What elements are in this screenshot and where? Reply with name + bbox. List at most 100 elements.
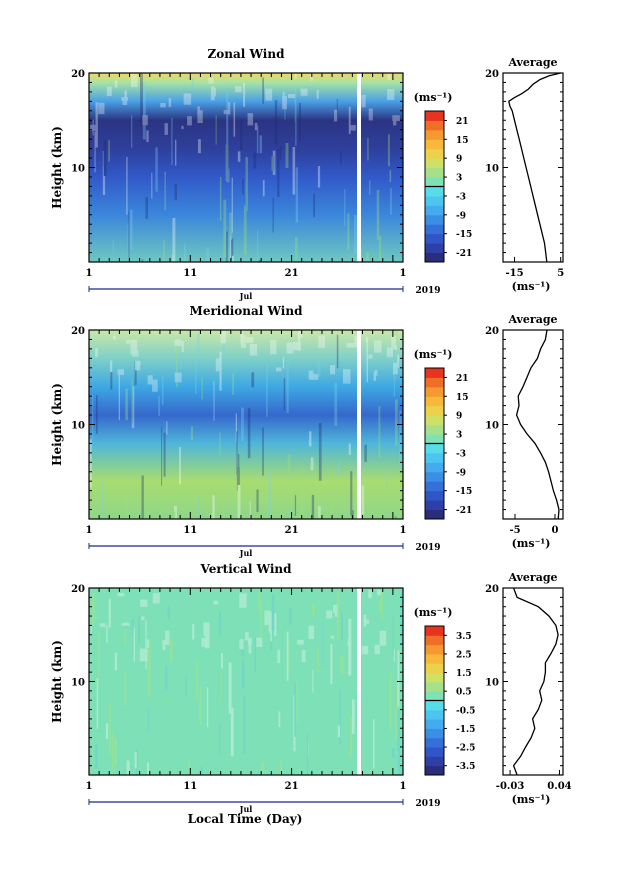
colorbar-segment: [425, 443, 444, 454]
colorbar-tick-label: 0.5: [456, 688, 472, 698]
average-frame: [502, 587, 564, 776]
average-y-tick-label: 20: [485, 584, 499, 595]
average-y-tick-label: 10: [485, 678, 499, 689]
colorbar-segment: [425, 396, 444, 407]
colorbar-segment: [425, 377, 444, 388]
colorbar-tick-label: 3.5: [456, 632, 472, 642]
colorbar-tick-label: 3: [456, 431, 462, 441]
x-tick-label: 1: [86, 268, 93, 279]
colorbar-tick-label: -9: [456, 468, 466, 478]
year-label: 2019: [415, 543, 440, 553]
x-tick-label: 1: [400, 525, 407, 536]
colorbar-segment: [425, 224, 444, 235]
average-profile: Average 10 20 -0.03 0.04(ms⁻¹): [485, 571, 572, 806]
data-gap: [357, 73, 361, 262]
colorbar-segment: [425, 415, 444, 426]
colorbar-tick-label: 15: [456, 136, 469, 146]
colorbar-tick-label: -2.5: [456, 744, 475, 754]
data-gap: [357, 588, 361, 775]
heatmap-field: [89, 73, 403, 262]
average-title: Average: [507, 56, 557, 69]
colorbar-segment: [425, 233, 444, 244]
average-y-tick-label: 10: [485, 421, 499, 432]
colorbar-segment: [425, 129, 444, 140]
colorbar-segment: [425, 728, 444, 739]
average-frame: [502, 72, 564, 263]
y-tick-label: 20: [71, 69, 85, 80]
colorbar: 21 15 9 3 -3 -9 -15 -21 (ms⁻¹): [414, 348, 472, 520]
colorbar-segment: [425, 663, 444, 674]
colorbar-tick-label: -3: [456, 192, 466, 202]
average-line: [512, 587, 559, 776]
data-gap: [357, 330, 361, 519]
colorbar-segment: [425, 405, 444, 416]
colorbar-segment: [425, 167, 444, 178]
month-label: Jul: [239, 804, 253, 814]
x-tick-label: 11: [183, 268, 197, 279]
average-unit: (ms⁻¹): [512, 537, 551, 550]
heatmap-field: [89, 588, 403, 775]
y-axis-label: Height (km): [50, 640, 64, 723]
average-x-tick-label: 0: [552, 525, 559, 536]
average-y-tick-label: 10: [485, 164, 499, 175]
colorbar-segment: [425, 653, 444, 664]
average-y-tick-label: 20: [485, 69, 499, 80]
y-tick-label: 10: [71, 164, 85, 175]
x-tick-label: 11: [183, 781, 197, 792]
colorbar-segment: [425, 139, 444, 150]
panel-title: Zonal Wind: [208, 47, 286, 61]
colorbar-tick-label: 3: [456, 174, 462, 184]
x-tick-label: 11: [183, 525, 197, 536]
colorbar-unit: (ms⁻¹): [414, 91, 453, 104]
average-x-tick-label: -0.03: [496, 781, 525, 792]
x-tick-label: 21: [285, 268, 299, 279]
average-line: [508, 72, 561, 263]
month-label: Jul: [239, 548, 253, 558]
x-tick-label: 1: [86, 781, 93, 792]
colorbar-tick-label: -3: [456, 449, 466, 459]
x-axis-title: Local Time (Day): [188, 812, 303, 826]
colorbar-segment: [425, 243, 444, 254]
heatmap-texture: [89, 330, 402, 519]
y-tick-label: 10: [71, 421, 85, 432]
y-axis-label: Height (km): [50, 383, 64, 466]
colorbar-segment: [425, 709, 444, 720]
colorbar-tick-label: 21: [456, 374, 469, 384]
colorbar-segment: [425, 120, 444, 131]
year-label: 2019: [415, 799, 440, 809]
colorbar-segment: [425, 681, 444, 692]
colorbar: 21 15 9 3 -3 -9 -15 -21 (ms⁻¹): [414, 91, 472, 263]
colorbar-segment: [425, 471, 444, 482]
colorbar-segment: [425, 158, 444, 169]
average-line: [515, 329, 560, 520]
average-unit: (ms⁻¹): [512, 793, 551, 806]
heatmap-texture: [88, 73, 400, 262]
colorbar-tick-label: -15: [456, 230, 472, 240]
colorbar-segment: [425, 186, 444, 197]
colorbar-tick-label: 21: [456, 117, 469, 127]
colorbar-segment: [425, 644, 444, 655]
colorbar: 3.5 2.5 1.5 0.5 -0.5 -1.5 -2.5 -3.5 (ms⁻¹): [414, 606, 475, 776]
colorbar-segment: [425, 434, 444, 444]
colorbar-unit: (ms⁻¹): [414, 606, 453, 619]
panel-title: Vertical Wind: [199, 562, 292, 576]
average-x-tick-label: -15: [505, 268, 523, 279]
colorbar-segment: [425, 500, 444, 511]
colorbar-segment: [425, 252, 444, 263]
x-tick-label: 1: [400, 781, 407, 792]
heatmap-texture: [90, 588, 407, 775]
colorbar-tick-label: 1.5: [456, 669, 472, 679]
average-profile: Average 10 20 -15 5 (ms⁻¹): [485, 56, 564, 293]
average-profile: Average 10 20 -5 0(ms⁻¹): [485, 313, 564, 550]
colorbar-tick-label: -9: [456, 211, 466, 221]
x-tick-label: 21: [285, 781, 299, 792]
average-x-tick-label: 0.04: [547, 781, 571, 792]
colorbar-segment: [425, 481, 444, 492]
colorbar-segment: [425, 509, 444, 520]
month-label: Jul: [239, 291, 253, 301]
colorbar-segment: [425, 368, 444, 378]
colorbar-segment: [425, 626, 444, 636]
